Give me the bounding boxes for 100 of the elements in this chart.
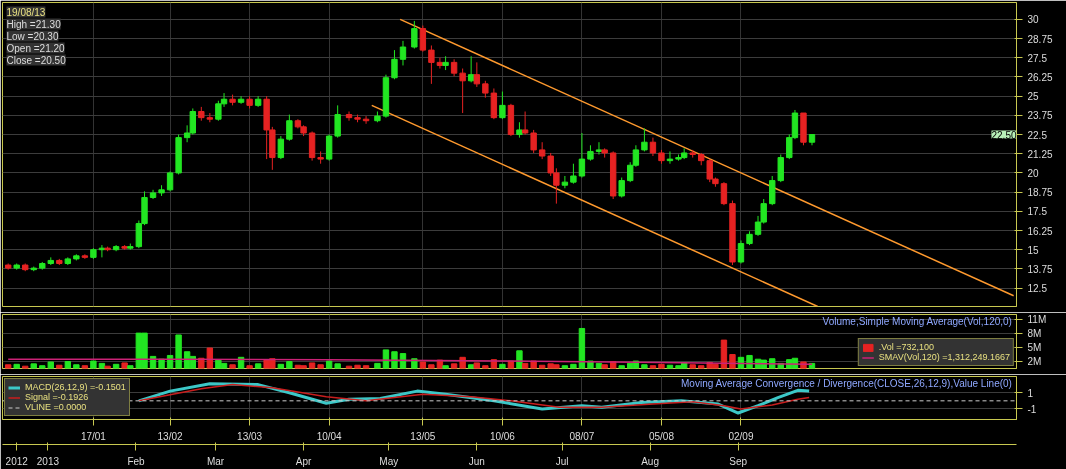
bar [121,362,128,369]
bar [729,354,736,369]
candlestick [325,134,333,162]
y-tick-label: -1 [1027,403,1037,415]
bar [746,354,753,369]
candlestick [578,132,586,179]
candlestick [277,135,285,160]
candlestick [419,25,427,53]
bar [442,365,449,369]
x-tick-label: 08/07 [569,430,595,442]
bar [254,363,262,369]
legend-label: SMAV(Vol,120) =1,312,249.1667 [878,352,1010,362]
x2-tick-label: May [379,455,399,467]
bar [411,358,418,369]
x-tick-label: 17/01 [80,430,107,442]
bar [618,365,625,369]
bar [561,365,569,369]
x2-tick-label: Jun [468,455,485,467]
x-tick-label: 13/05 [410,430,436,442]
bar [246,365,253,369]
candlestick [720,181,728,206]
x-tick-label: 05/08 [648,430,675,442]
y-tick-label: 16.25 [1027,225,1053,237]
bar [64,361,72,369]
y-tick-label: 5M [1027,341,1042,353]
y-tick-label: 25 [1027,91,1040,103]
ref-line-label: VLINE =0.0000 [25,402,87,412]
y-tick-label: 8M [1027,327,1042,339]
bar [649,365,657,369]
legend-label: .Vol =732,100 [878,342,935,352]
annotation: High =21.30 [6,18,62,30]
bar [689,364,696,369]
candlestick [530,129,537,154]
bar [56,364,63,369]
x2-tick-label: Feb [127,455,146,467]
x2-tick-label: Apr [295,455,313,467]
y-tick-label: 1 [1027,387,1034,399]
bar [482,365,489,369]
candlestick [666,150,674,165]
bar [570,363,577,369]
y-tick-label: 17.5 [1027,206,1048,218]
chart-title: Moving Average Convergence / Divergence(CLOSE,26,12,9),Value Line(0) [681,377,1012,389]
candlestick [649,137,657,157]
candlestick [345,111,353,122]
x2-tick-label: 2013 [36,455,60,467]
annotation: Close =20.50 [6,54,67,66]
x-tick-label: 02/09 [728,430,754,442]
bar [578,327,586,369]
candlestick [473,61,481,88]
candlestick [399,40,407,66]
bar [81,365,89,369]
x-tick-label: 13/03 [237,430,263,442]
y-tick-label: 22.5 [1027,129,1048,141]
x2-tick-label: Sep [729,455,748,467]
candlestick [777,154,784,183]
bar [641,364,648,369]
x2-tick-label: 2012 [5,455,29,467]
y-tick-label: 15 [1027,244,1040,256]
bar [175,334,182,369]
y-tick-label: 28.75 [1027,33,1053,45]
bar [229,364,236,369]
candlestick [737,239,745,265]
candlestick [561,175,569,189]
candlestick [286,114,293,142]
bar [317,364,324,369]
annotation: Low =20.30 [6,30,59,42]
x-tick-label: 10/06 [489,430,516,442]
candlestick [166,170,174,192]
x-tick-label: 13/02 [157,430,184,442]
bar [334,363,341,369]
legend-label: MACD(26,12,9) =-0.1501 [25,382,126,392]
y-tick-label: 26.25 [1027,71,1053,83]
candlestick [237,95,245,105]
bar [4,364,12,369]
bar [428,364,435,369]
x2-tick-label: Aug [641,455,659,467]
candlestick [459,68,466,114]
bar [30,363,37,369]
y-tick-label: 13.75 [1027,263,1053,275]
candlestick [334,104,341,139]
x2-tick-label: Jul [555,455,569,467]
bar [308,362,316,369]
x2-tick-label: Mar [206,455,225,467]
chart-title: Volume,Simple Moving Average(Vol,120,0) [822,315,1012,327]
legend-label: Signal =-0.1926 [25,392,89,402]
candlestick [570,163,577,185]
y-tick-label: 2M [1027,355,1042,367]
bar [499,363,506,369]
candlestick [595,141,603,155]
y-tick-label: 21.25 [1027,148,1053,160]
y-tick-label: 20 [1027,167,1040,179]
bar [354,364,361,369]
bar [473,362,481,369]
candlestick [521,111,529,136]
annotation: 19/08/13 [6,6,46,18]
y-tick-label: 30 [1027,14,1040,26]
y-tick-label: 27.5 [1027,52,1048,64]
bar [374,362,381,369]
bar [450,363,458,369]
bar [73,364,80,369]
